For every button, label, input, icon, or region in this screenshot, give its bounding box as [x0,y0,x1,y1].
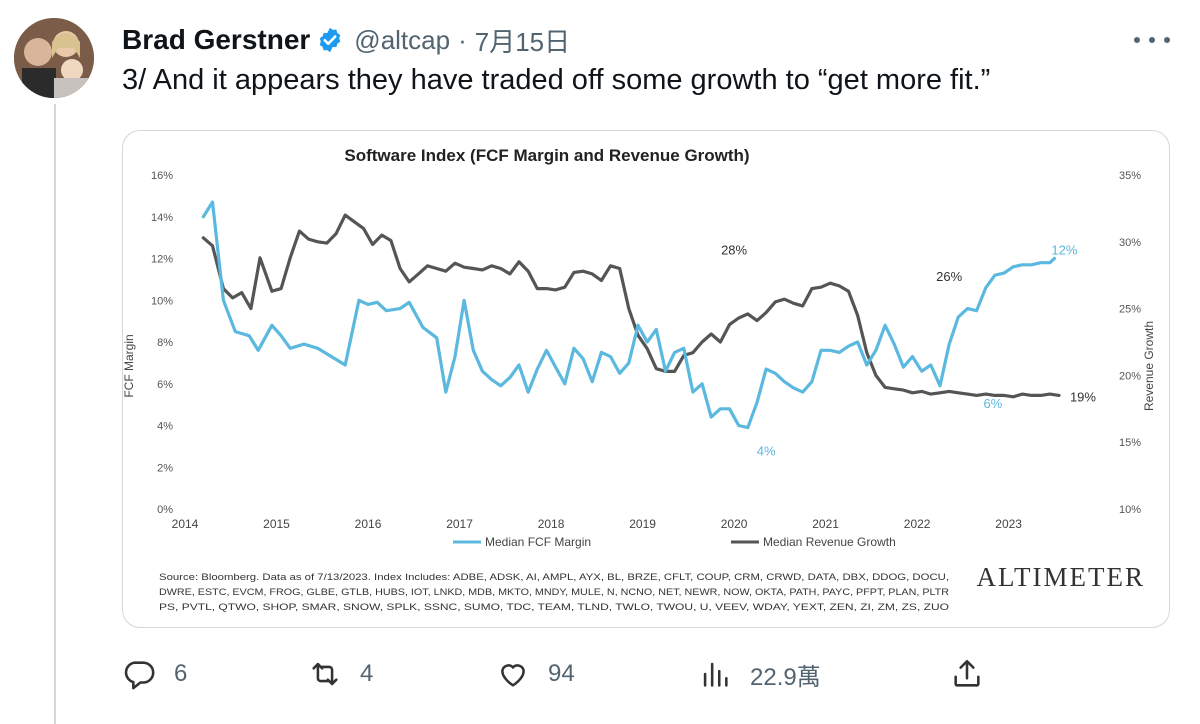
y-left-tick: 6% [157,379,173,391]
x-tick: 2018 [538,517,565,531]
y-right-tick: 35% [1119,170,1141,182]
y-left-tick: 12% [151,254,173,266]
x-tick: 2016 [355,517,382,531]
views-icon [703,662,728,687]
y-right-tick: 20% [1119,370,1141,382]
annotation-label: 19% [1070,389,1096,404]
share-icon [954,659,980,687]
header-separator: · [458,24,467,55]
y-left-tick: 2% [157,462,173,474]
annotation-label: 4% [757,444,776,459]
chart-image[interactable]: Software Index (FCF Margin and Revenue G… [122,130,1170,628]
tweet-text: 3/ And it appears they have traded off s… [122,64,991,96]
avatar-photo [14,18,94,98]
y-left-tick: 8% [157,337,173,349]
share-button[interactable] [950,652,984,696]
y-right-tick: 30% [1119,237,1141,249]
annotation-label: 12% [1051,243,1077,258]
avatar[interactable] [14,18,94,98]
more-options-icon[interactable] [1134,28,1170,52]
reply-icon [124,661,155,690]
views-button[interactable]: 22.9萬 [698,652,821,696]
revenue-growth-line [201,213,1061,399]
thread-line [54,104,56,724]
tweet-date[interactable]: 7月15日 [474,26,571,57]
source-note-line: DWRE, ESTC, EVCM, FROG, GLBE, GTLB, HUBS… [159,587,949,598]
y-left-tick: 14% [151,212,173,224]
reply-button[interactable]: 6 [122,652,187,696]
x-tick: 2023 [995,517,1022,531]
x-tick: 2021 [812,517,839,531]
x-tick: 2014 [172,517,199,531]
y-left-label: FCF Margin [123,334,136,397]
like-button[interactable]: 94 [496,652,575,696]
annotation-label: 26% [936,269,962,284]
y-left-tick: 10% [151,295,173,307]
x-tick: 2015 [263,517,290,531]
like-icon [501,664,525,687]
author-name[interactable]: Brad Gerstner [122,24,311,55]
annotation-label: 6% [984,396,1003,411]
altimeter-logo: ALTIMETER [977,562,1146,592]
y-right-tick: 10% [1119,504,1141,516]
x-tick: 2020 [721,517,748,531]
x-tick: 2019 [629,517,656,531]
x-tick: 2017 [446,517,473,531]
like-count: 94 [548,660,575,687]
legend-label: Median FCF Margin [485,535,591,549]
fcf-margin-line [201,200,1057,430]
y-right-label: Revenue Growth [1142,321,1156,411]
source-note-line: Source: Bloomberg. Data as of 7/13/2023.… [159,572,949,583]
y-right-tick: 25% [1119,304,1141,316]
y-left-tick: 16% [151,170,173,182]
action-bar: 6 4 94 22.9萬 [122,652,992,696]
reply-count: 6 [174,660,188,687]
views-count: 22.9萬 [750,663,821,691]
verified-badge-icon [320,27,341,53]
retweet-button[interactable]: 4 [308,652,373,696]
tweet-header: Brad Gerstner @altcap · 7月15日 [122,20,570,60]
annotation-label: 28% [721,243,747,258]
retweet-icon [312,662,338,686]
author-handle[interactable]: @altcap [354,24,451,55]
y-left-tick: 0% [157,504,173,516]
chart-title: Software Index (FCF Margin and Revenue G… [344,146,749,165]
x-tick: 2022 [904,517,931,531]
y-right-tick: 15% [1119,437,1141,449]
source-note-line: PS, PVTL, QTWO, SHOP, SMAR, SNOW, SPLK, … [159,602,949,613]
chart-svg: Software Index (FCF Margin and Revenue G… [123,146,1156,613]
legend-label: Median Revenue Growth [763,535,896,549]
retweet-count: 4 [360,660,374,687]
y-left-tick: 4% [157,421,173,433]
